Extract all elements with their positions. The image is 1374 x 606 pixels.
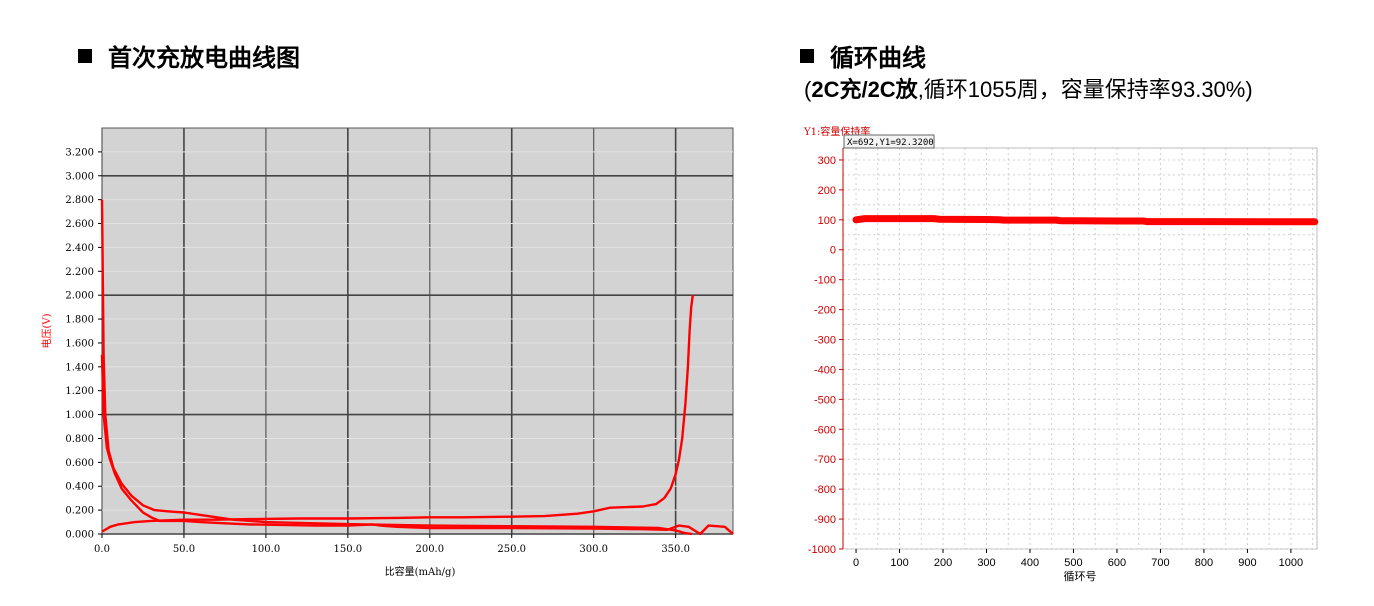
x-tick-label: 700 xyxy=(1151,557,1169,569)
retention-curve xyxy=(852,215,1319,226)
y-tick-label: 2.600 xyxy=(65,219,94,230)
y-tick-label: 2.400 xyxy=(65,243,94,254)
y-tick-label: -1000 xyxy=(808,544,836,556)
subtitle-rest: ,循环1055周，容量保持率93.30%) xyxy=(917,77,1253,102)
y-tick-label: -500 xyxy=(814,394,836,406)
chart-title-right: Y1:容量保持率 xyxy=(803,125,870,138)
y-tick-label: 1.400 xyxy=(65,362,94,373)
x-tick-label: 200 xyxy=(934,557,952,569)
x-tick-label: 800 xyxy=(1195,557,1213,569)
y-tick-label: -300 xyxy=(814,335,836,347)
x-tick-label: 200.0 xyxy=(415,544,444,555)
y-tick-label: 2.800 xyxy=(65,195,94,206)
y-tick-label: 2.000 xyxy=(65,291,94,302)
x-tick-label: 600 xyxy=(1108,557,1126,569)
y-tick-label: 1.800 xyxy=(65,315,94,326)
y-tick-label: 0.800 xyxy=(65,434,94,445)
voltage-curve-3 xyxy=(101,295,694,533)
charge-discharge-chart: 0.0 50.0 100.0 150.0 200.0 250.0 300.0 350.0 0.0… xyxy=(40,127,734,578)
y-tick-label: -800 xyxy=(814,484,836,496)
x-tick-label: 400 xyxy=(1021,557,1039,569)
series-left xyxy=(100,199,734,536)
x-tick-label: 0 xyxy=(853,557,859,569)
x-tick-label: 50.0 xyxy=(173,544,195,555)
x-tick-label: 300.0 xyxy=(579,544,608,555)
x-tick-label: 300 xyxy=(977,557,995,569)
y-tick-label: -400 xyxy=(814,364,836,376)
x-tick-label: 900 xyxy=(1238,557,1256,569)
ticks-right: 0 100 200 300 400 500 600 700 800 900 100030020010… xyxy=(808,148,1303,569)
x-tick-label: 150.0 xyxy=(334,544,363,555)
x-tick-label: 500 xyxy=(1064,557,1082,569)
cursor-readout-box xyxy=(843,134,935,149)
y-tick-label: 1.000 xyxy=(65,410,94,421)
cycle-subtitle: (2C充/2C放,循环1055周，容量保持率93.30%) xyxy=(804,72,1253,104)
subtitle-prefix: ( xyxy=(804,77,812,102)
x-axis-label-right: 循环号 xyxy=(1064,570,1097,583)
plot-area-right xyxy=(842,147,1318,550)
y-tick-label: 0.200 xyxy=(65,506,94,517)
cycle-curve-heading: 循环曲线 xyxy=(800,38,926,73)
y-tick-label: 0.600 xyxy=(65,458,94,469)
y-tick-label: 0 xyxy=(830,245,836,257)
plot-area-left xyxy=(101,127,734,535)
x-tick-label: 1000 xyxy=(1279,557,1303,569)
square-bullet-icon xyxy=(78,48,92,63)
x-tick-label: 100 xyxy=(890,557,908,569)
x-axis-label-left: 比容量(mAh/g) xyxy=(385,565,456,578)
y-tick-label: -200 xyxy=(814,305,836,317)
x-tick-label: 100.0 xyxy=(252,544,281,555)
cursor-readout: X=692,Y1=92.3200 xyxy=(847,138,934,148)
y-tick-label: 200 xyxy=(818,185,836,197)
y-tick-label: -900 xyxy=(814,514,836,526)
y-axis-label-left: 电压(V) xyxy=(40,313,53,348)
first-charge-discharge-heading: 首次充放电曲线图 xyxy=(78,38,300,73)
x-tick-label: 350.0 xyxy=(661,544,690,555)
y-tick-label: -600 xyxy=(814,424,836,436)
voltage-curve-2 xyxy=(100,354,734,536)
y-tick-label: 1.200 xyxy=(65,386,94,397)
x-tick-label: 250.0 xyxy=(497,544,526,555)
grid-right xyxy=(843,148,1317,550)
y-tick-label: 2.200 xyxy=(65,267,94,278)
y-tick-label: 0.000 xyxy=(65,530,94,541)
subtitle-bold: 2C充/2C放 xyxy=(811,77,918,102)
heading-right-text: 循环曲线 xyxy=(830,45,926,72)
y-tick-label: 0.400 xyxy=(65,482,94,493)
y-tick-label: 3.200 xyxy=(65,147,94,158)
y-tick-label: 300 xyxy=(818,155,836,167)
grid-left xyxy=(101,128,733,535)
y-tick-label: 3.000 xyxy=(65,171,94,182)
x-tick-label: 0.0 xyxy=(94,544,110,555)
y-tick-label: 100 xyxy=(818,215,836,227)
square-bullet-icon xyxy=(800,48,814,63)
y-tick-label: -700 xyxy=(814,454,836,466)
y-tick-label: 1.600 xyxy=(65,338,94,349)
series-right xyxy=(852,215,1319,226)
heading-left-text: 首次充放电曲线图 xyxy=(108,45,300,72)
y-tick-label: -100 xyxy=(814,275,836,287)
ticks-left: 0.0 50.0 100.0 150.0 200.0 250.0 300.0 350.0 0.0… xyxy=(65,147,690,555)
